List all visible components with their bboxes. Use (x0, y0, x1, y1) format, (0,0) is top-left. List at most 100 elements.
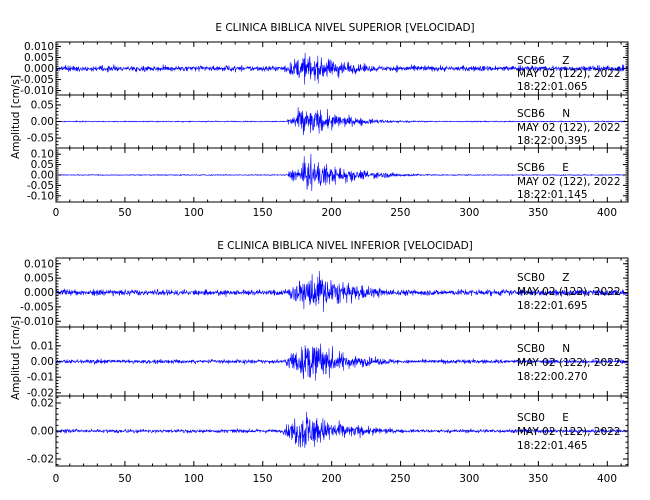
component-code: N (562, 108, 570, 120)
record-date: MAY 02 (122), 2022 (517, 426, 621, 438)
x-tick-label: 350 (528, 207, 548, 219)
waveform-trace (55, 343, 629, 381)
svg-text:SCB0 N: SCB0 N (517, 343, 570, 355)
station-code: SCB6 (517, 108, 545, 120)
y-tick-label: -0.005 (20, 74, 54, 86)
x-tick-label: 100 (184, 473, 204, 485)
x-tick-label: 50 (118, 207, 131, 219)
annotation-scb0-e: SCB0 E MAY 02 (122), 2022 18:22:01.465 (517, 412, 621, 452)
figure-title-upper: E CLINICA BIBLICA NIVEL SUPERIOR [VELOCI… (215, 22, 474, 34)
y-tick-label: 0.00 (31, 116, 54, 128)
record-time: 18:22:01.065 (517, 81, 588, 93)
svg-text:SCB6 E: SCB6 E (517, 162, 569, 174)
record-date: MAY 02 (122), 2022 (517, 357, 621, 369)
trace-panel-scb6-n: 0.05 0.00 -0.05 SCB6 N MAY 02 (122), 2022 … (27, 94, 629, 149)
record-time: 18:22:01.145 (517, 189, 588, 201)
component-code: E (562, 162, 569, 174)
annotation-scb6-z: SCB6 Z MAY 02 (122), 2022 18:22:01.065 (517, 55, 621, 93)
svg-text:SCB0 Z: SCB0 Z (517, 272, 569, 284)
station-code: SCB6 (517, 162, 545, 174)
y-tick-label: 0.02 (31, 398, 54, 410)
record-time: 18:22:00.395 (517, 135, 588, 147)
y-tick-label: 0.05 (31, 99, 54, 111)
y-tick-label: 0.010 (24, 41, 54, 53)
waveform-trace (55, 270, 629, 312)
x-tick-label: 400 (597, 473, 617, 485)
svg-text:SCB6 N: SCB6 N (517, 108, 570, 120)
trace-panel-scb0-e: 0.02 0.00 -0.02 SCB0 E MAY 02 (122), 2022 … (27, 395, 629, 467)
x-tick-label: 300 (459, 207, 479, 219)
y-tick-label: 0.000 (24, 63, 54, 75)
x-tick-label: 250 (390, 207, 410, 219)
waveform-trace (55, 52, 629, 85)
y-tick-label: -0.010 (20, 85, 54, 97)
y-tick-label: -0.10 (27, 190, 54, 202)
y-tick-label: -0.01 (27, 372, 54, 384)
y-tick-label: 0.010 (24, 258, 54, 270)
x-tick-label: 50 (118, 473, 131, 485)
x-tick-label: 350 (528, 473, 548, 485)
y-tick-label: 0.05 (31, 159, 54, 171)
annotation-scb6-e: SCB6 E MAY 02 (122), 2022 18:22:01.145 (517, 162, 621, 201)
record-date: MAY 02 (122), 2022 (517, 68, 621, 80)
y-tick-label: -0.005 (20, 301, 54, 313)
y-tick-label: 0.00 (31, 356, 54, 368)
record-date: MAY 02 (122), 2022 (517, 176, 621, 188)
x-tick-label: 100 (184, 207, 204, 219)
component-code: Z (562, 55, 569, 67)
svg-text:SCB6 Z: SCB6 Z (517, 55, 569, 67)
figure-title-lower: E CLINICA BIBLICA NIVEL INFERIOR [VELOCI… (217, 240, 473, 252)
component-code: Z (562, 272, 569, 284)
y-tick-label: -0.05 (27, 180, 54, 192)
x-tick-labels-upper: 0 50 100 150 200 250 300 350 400 (53, 207, 617, 219)
annotation-scb0-z: SCB0 Z MAY 02 (122), 2022 18:22:01.695 (517, 272, 621, 312)
station-code: SCB0 (517, 412, 545, 424)
station-code: SCB0 (517, 343, 545, 355)
y-axis-label-upper: Amplitud [cm/s] (10, 75, 22, 159)
waveform-trace (55, 411, 629, 448)
trace-panel-scb0-z: 0.010 0.005 0.000 -0.005 -0.010 SCB0 Z MAY 0… (20, 257, 629, 328)
waveform-trace (56, 153, 629, 192)
y-tick-label: -0.02 (27, 387, 54, 399)
x-tick-label: 300 (459, 473, 479, 485)
station-code: SCB6 (517, 55, 545, 67)
y-axis-label-lower: Amplitud [cm/s] (10, 316, 22, 400)
y-tick-label: -0.010 (20, 316, 54, 328)
record-time: 18:22:01.695 (517, 300, 588, 312)
trace-panel-scb0-n: 0.01 0.00 -0.01 -0.02 SCB0 N MAY 02 (122), … (27, 326, 629, 399)
x-tick-label: 200 (321, 207, 341, 219)
y-tick-label: 0.005 (24, 273, 54, 285)
trace-panel-scb6-e: 0.100.050.00-0.05-0.10 SCB6 E MAY 02 (12… (27, 147, 629, 203)
record-time: 18:22:01.465 (517, 440, 588, 452)
x-tick-label: 400 (597, 207, 617, 219)
x-tick-label: 0 (53, 473, 60, 485)
annotation-scb6-n: SCB6 N MAY 02 (122), 2022 18:22:00.395 (517, 108, 621, 147)
y-tick-label: -0.05 (27, 133, 54, 145)
figure-lower: E CLINICA BIBLICA NIVEL INFERIOR [VELOCI… (10, 240, 629, 485)
y-tick-label: 0.00 (31, 170, 54, 182)
figure-upper: E CLINICA BIBLICA NIVEL SUPERIOR [VELOCI… (10, 22, 629, 219)
component-code: N (562, 343, 570, 355)
annotation-scb0-n: SCB0 N MAY 02 (122), 2022 18:22:00.270 (517, 343, 621, 383)
component-code: E (562, 412, 569, 424)
record-date: MAY 02 (122), 2022 (517, 122, 621, 134)
svg-text:SCB0 E: SCB0 E (517, 412, 569, 424)
x-tick-label: 150 (253, 207, 273, 219)
y-tick-label: 0.005 (24, 52, 54, 64)
y-tick-label: -0.02 (27, 454, 54, 466)
x-tick-label: 0 (53, 207, 60, 219)
waveform-trace (55, 107, 628, 136)
y-tick-label: 0.01 (31, 340, 54, 352)
y-tick-label: 0.00 (31, 426, 54, 438)
x-tick-label: 250 (390, 473, 410, 485)
x-tick-label: 200 (321, 473, 341, 485)
x-tick-labels-lower: 0 50 100 150 200 250 300 350 400 (53, 473, 617, 485)
record-date: MAY 02 (122), 2022 (517, 286, 621, 298)
x-tick-label: 150 (253, 473, 273, 485)
y-tick-label: 0.000 (24, 287, 54, 299)
y-tick-label: 0.10 (31, 149, 54, 161)
record-time: 18:22:00.270 (517, 371, 588, 383)
station-code: SCB0 (517, 272, 545, 284)
